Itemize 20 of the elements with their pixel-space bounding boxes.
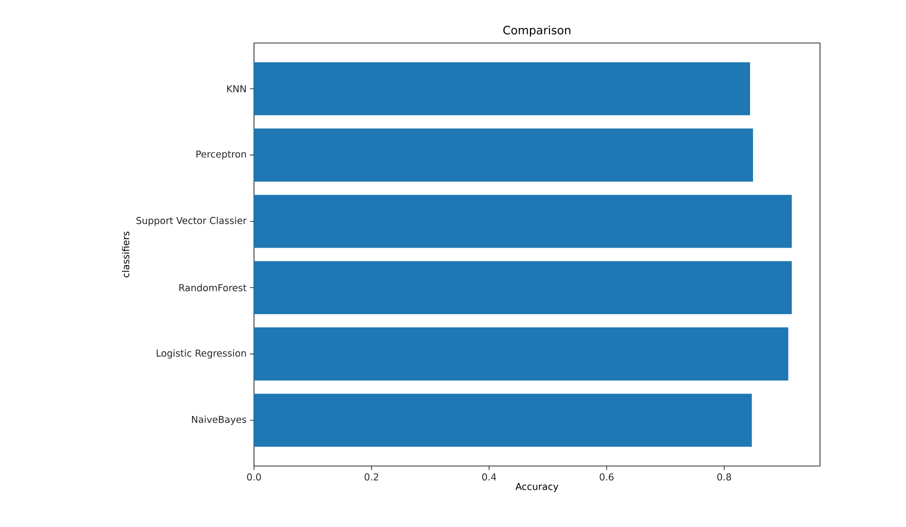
y-tick-label: Perceptron (196, 150, 246, 160)
y-tick-label: KNN (227, 85, 246, 92)
x-tick-label: 0.6 (600, 473, 614, 481)
x-tick-label: 0.4 (482, 473, 496, 481)
bar (254, 194, 792, 248)
bar (254, 327, 788, 380)
x-tick-label: 0.8 (717, 473, 732, 481)
bar (254, 394, 752, 447)
x-tick-label: 0.2 (364, 473, 378, 481)
y-tick-label: Logistic Regression (156, 349, 246, 359)
y-tick-label: Support Vector Classier (136, 216, 247, 226)
bar (254, 62, 750, 116)
chart-title: Comparison (503, 26, 570, 37)
bar (254, 261, 792, 314)
y-tick-label: NaiveBayes (192, 416, 246, 425)
y-axis-title: classifiers (122, 232, 130, 278)
x-tick-label: 0.0 (247, 473, 261, 481)
x-axis-title: Accuracy (515, 483, 558, 492)
bar (254, 128, 754, 182)
y-tick-label: RandomForest (179, 284, 246, 292)
